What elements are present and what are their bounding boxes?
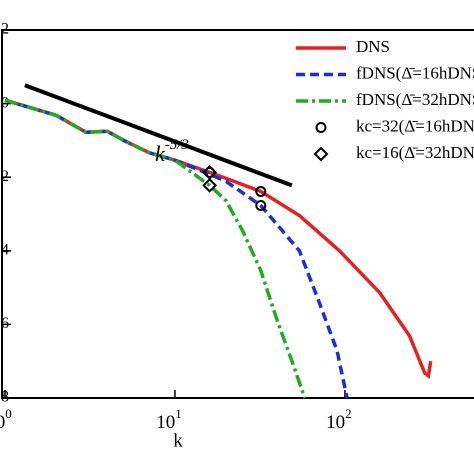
legend-label: fDNS(Δ̄=16hDNS) xyxy=(356,63,474,82)
legend-label: DNS xyxy=(356,37,390,56)
diamond-marker xyxy=(313,146,329,162)
legend-label: kc=16(Δ̄=32hDNS) xyxy=(356,143,474,162)
x-tick-exponent: 2 xyxy=(345,406,352,421)
x-tick-label: 100 xyxy=(0,406,12,433)
x-tick-exponent: 0 xyxy=(5,406,12,421)
x-axis-label: k xyxy=(173,430,183,451)
reference-base: k xyxy=(155,141,166,166)
y-tick-label: 0 xyxy=(1,94,9,111)
reference-label: k-5/3 xyxy=(155,137,189,166)
plot-frame xyxy=(1,29,474,399)
y-tick-label: 2 xyxy=(1,168,9,185)
reference-line xyxy=(24,83,293,188)
x-tick-base: 10 xyxy=(156,412,175,433)
legend-label: fDNS(Δ̄=32hDNS) xyxy=(356,90,474,109)
circle-marker xyxy=(204,166,216,178)
x-tick-base: 10 xyxy=(326,412,345,433)
circle-marker xyxy=(255,185,267,197)
series-line xyxy=(4,98,349,399)
series-line xyxy=(4,98,307,399)
diamond-marker xyxy=(202,177,218,193)
x-tick-base: 10 xyxy=(0,412,5,433)
y-tick-label: 2 xyxy=(1,21,9,38)
circle-marker xyxy=(315,122,327,133)
y-tick-label: 4 xyxy=(1,241,9,258)
legend-label: kc=32(Δ̄=16hDNS) xyxy=(356,116,474,135)
x-tick-label: 101 xyxy=(156,406,182,433)
circle-marker xyxy=(255,200,267,212)
series-line xyxy=(4,98,433,380)
y-tick-label: 8 xyxy=(1,389,9,406)
x-tick-exponent: 1 xyxy=(175,406,182,421)
y-tick-label: 6 xyxy=(1,315,9,332)
x-tick-label: 102 xyxy=(326,406,352,433)
reference-exponent: -5/3 xyxy=(165,137,189,153)
